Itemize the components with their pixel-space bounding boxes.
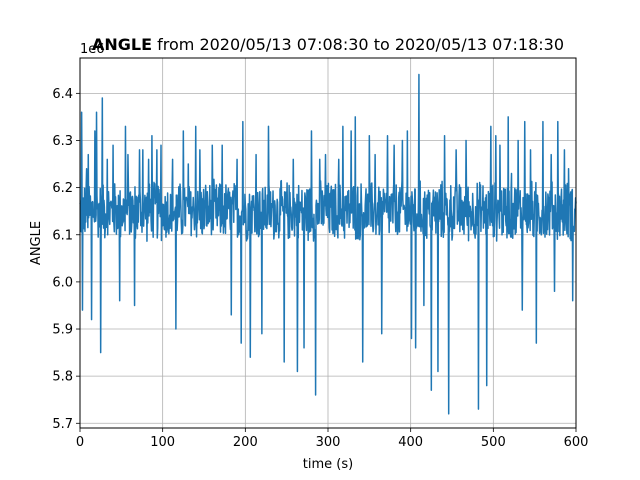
y-tick-label: 6.3: [52, 134, 73, 149]
y-offset-label: 1e6: [80, 42, 105, 57]
x-axis-label: time (s): [303, 457, 353, 472]
y-tick-label: 6.4: [52, 87, 73, 102]
x-tick-label: 100: [150, 435, 175, 450]
y-tick-label: 6.2: [52, 181, 73, 196]
x-tick-label: 200: [233, 435, 258, 450]
chart-title-rest: from 2020/05/13 07:08:30 to 2020/05/13 0…: [152, 35, 564, 54]
y-tick-label: 5.7: [52, 417, 73, 432]
y-tick-label: 6.0: [52, 275, 73, 290]
y-tick-label: 5.8: [52, 370, 73, 385]
data-series-layer: [79, 73, 577, 415]
y-axis-label: ANGLE: [29, 221, 44, 265]
chart-title: ANGLE from 2020/05/13 07:08:30 to 2020/0…: [92, 35, 564, 54]
x-tick-label: 500: [481, 435, 506, 450]
axis-ticks: 0 100 200 300 400 500 600 5.7 5.8 5.9 6.0 6.1 6.2 6.3…: [52, 87, 588, 450]
chart-title-bold: ANGLE: [92, 35, 152, 54]
x-tick-label: 0: [76, 435, 84, 450]
angle-series-line: [79, 73, 577, 415]
y-tick-label: 6.1: [52, 228, 73, 243]
x-tick-label: 400: [398, 435, 423, 450]
x-tick-label: 600: [564, 435, 589, 450]
y-tick-label: 5.9: [52, 323, 73, 338]
x-tick-label: 300: [316, 435, 341, 450]
